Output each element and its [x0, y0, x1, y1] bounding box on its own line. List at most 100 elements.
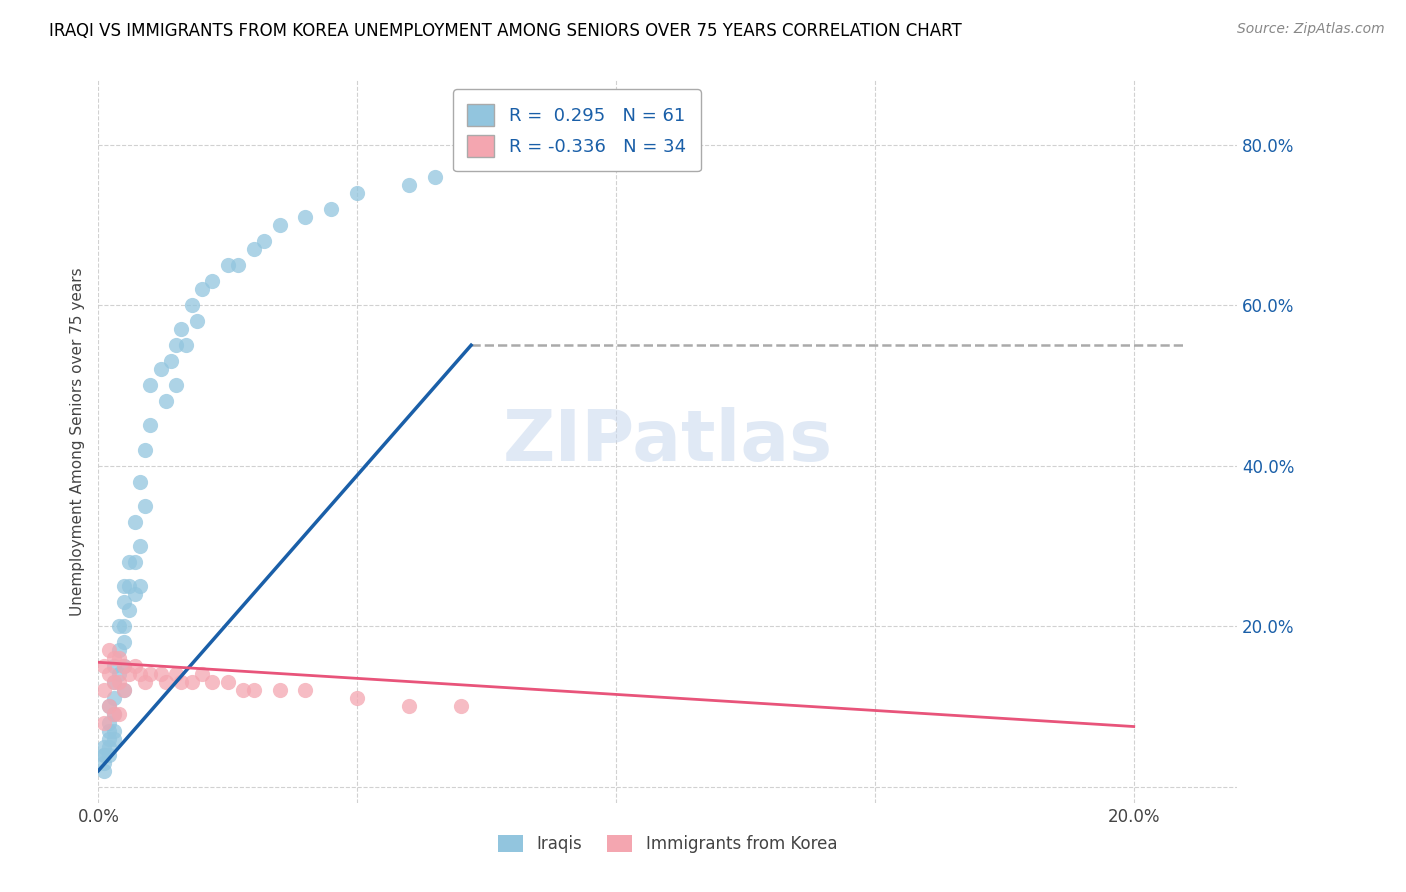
Text: Source: ZipAtlas.com: Source: ZipAtlas.com	[1237, 22, 1385, 37]
Point	[128, 667, 150, 681]
Point	[93, 683, 115, 698]
Point	[253, 234, 276, 248]
Point	[346, 691, 368, 706]
Point	[93, 764, 115, 778]
Point	[97, 667, 120, 681]
Point	[108, 707, 131, 722]
Point	[149, 667, 172, 681]
Text: IRAQI VS IMMIGRANTS FROM KOREA UNEMPLOYMENT AMONG SENIORS OVER 75 YEARS CORRELAT: IRAQI VS IMMIGRANTS FROM KOREA UNEMPLOYM…	[49, 22, 962, 40]
Point	[112, 635, 135, 649]
Point	[160, 354, 183, 368]
Point	[294, 210, 316, 224]
Point	[398, 699, 420, 714]
Point	[112, 595, 135, 609]
Point	[103, 723, 125, 738]
Point	[103, 675, 125, 690]
Point	[269, 218, 291, 232]
Point	[134, 675, 156, 690]
Point	[134, 442, 156, 457]
Point	[176, 338, 198, 352]
Point	[93, 739, 115, 754]
Point	[108, 675, 131, 690]
Point	[269, 683, 291, 698]
Point	[423, 169, 446, 184]
Point	[93, 747, 115, 762]
Point	[217, 258, 239, 272]
Point	[128, 539, 150, 553]
Point	[103, 651, 125, 665]
Point	[97, 699, 120, 714]
Point	[165, 378, 187, 392]
Point	[97, 715, 120, 730]
Point	[93, 756, 115, 770]
Point	[242, 242, 264, 256]
Point	[93, 747, 115, 762]
Point	[112, 683, 135, 698]
Point	[112, 659, 135, 673]
Point	[103, 731, 125, 746]
Point	[108, 651, 131, 665]
Point	[155, 675, 177, 690]
Point	[103, 659, 125, 673]
Point	[108, 619, 131, 633]
Point	[112, 579, 135, 593]
Point	[450, 699, 472, 714]
Point	[103, 675, 125, 690]
Point	[112, 619, 135, 633]
Point	[139, 418, 162, 433]
Point	[346, 186, 368, 200]
Point	[97, 643, 120, 657]
Point	[232, 683, 254, 698]
Point	[201, 675, 224, 690]
Point	[118, 667, 141, 681]
Legend: Iraqis, Immigrants from Korea: Iraqis, Immigrants from Korea	[492, 828, 844, 860]
Point	[93, 715, 115, 730]
Point	[124, 659, 146, 673]
Point	[97, 699, 120, 714]
Point	[97, 723, 120, 738]
Point	[134, 499, 156, 513]
Point	[97, 747, 120, 762]
Point	[165, 667, 187, 681]
Point	[118, 579, 141, 593]
Point	[128, 475, 150, 489]
Text: ZIPatlas: ZIPatlas	[503, 407, 832, 476]
Point	[201, 274, 224, 288]
Point	[180, 675, 202, 690]
Point	[103, 707, 125, 722]
Point	[226, 258, 249, 272]
Point	[321, 202, 343, 216]
Point	[242, 683, 264, 698]
Point	[128, 579, 150, 593]
Point	[450, 153, 472, 168]
Point	[112, 659, 135, 673]
Point	[97, 731, 120, 746]
Point	[93, 659, 115, 673]
Point	[170, 322, 193, 336]
Point	[149, 362, 172, 376]
Point	[124, 515, 146, 529]
Point	[191, 282, 214, 296]
Point	[103, 707, 125, 722]
Point	[97, 739, 120, 754]
Point	[191, 667, 214, 681]
Point	[170, 675, 193, 690]
Point	[155, 394, 177, 409]
Point	[108, 643, 131, 657]
Point	[180, 298, 202, 312]
Point	[103, 691, 125, 706]
Point	[108, 667, 131, 681]
Point	[124, 555, 146, 569]
Point	[186, 314, 208, 328]
Point	[139, 378, 162, 392]
Point	[118, 603, 141, 617]
Point	[217, 675, 239, 690]
Point	[294, 683, 316, 698]
Point	[139, 667, 162, 681]
Point	[124, 587, 146, 601]
Point	[398, 178, 420, 192]
Point	[112, 683, 135, 698]
Point	[165, 338, 187, 352]
Y-axis label: Unemployment Among Seniors over 75 years: Unemployment Among Seniors over 75 years	[69, 268, 84, 615]
Point	[118, 555, 141, 569]
